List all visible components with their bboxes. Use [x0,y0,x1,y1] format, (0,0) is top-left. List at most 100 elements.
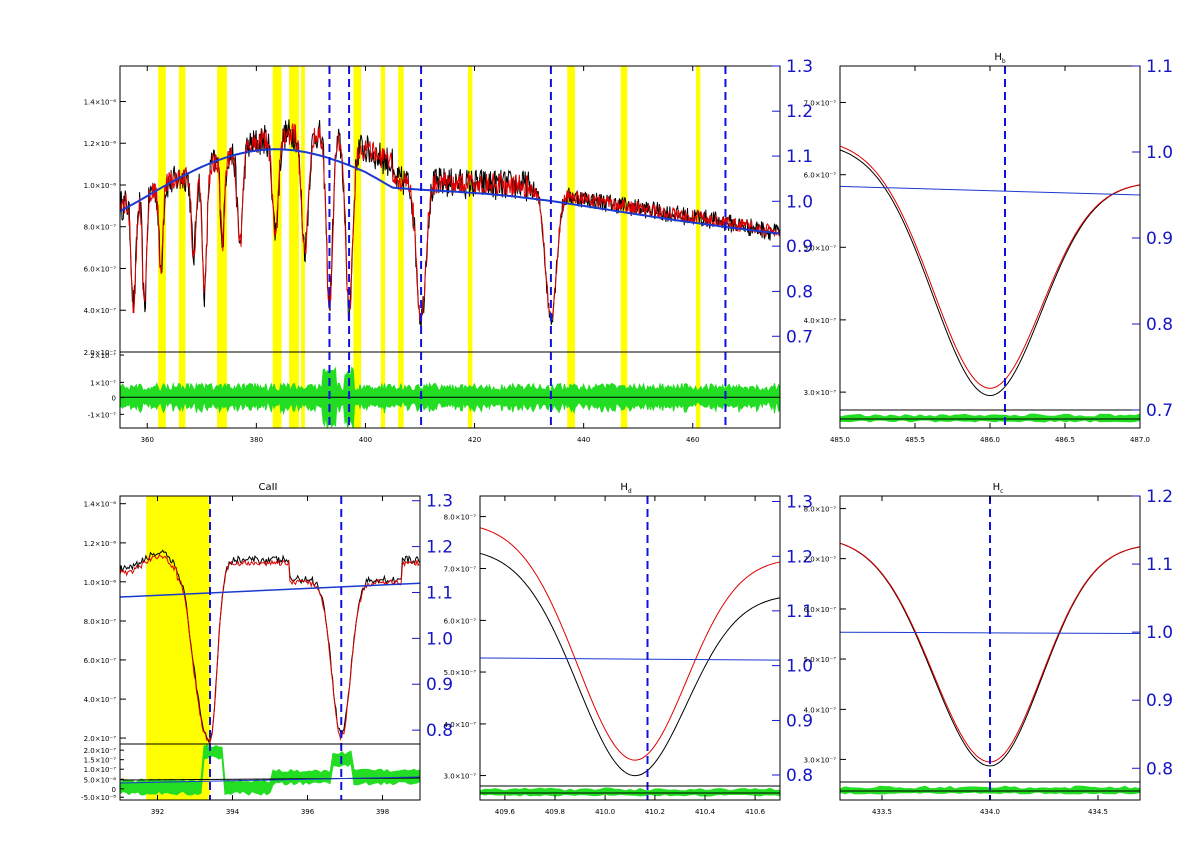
observed-profile [840,149,1140,397]
x-tick-label: 409.6 [495,808,516,816]
y2-tick-label: 1.3 [786,57,813,77]
y2-tick-label: 0.8 [426,721,453,741]
x-tick-label: 433.5 [872,808,892,816]
y-tick-label: 5.0×10⁻⁷ [804,244,837,252]
masked-region [468,66,473,428]
y2-tick-label: 1.0 [1146,623,1173,643]
continuum-fit [120,148,780,235]
x-tick-label: 410.0 [595,808,615,816]
residual-plot-frame [119,743,421,801]
masked-region [696,66,701,428]
y2-tick-label: 1.1 [1146,57,1173,77]
masked-region [353,66,362,428]
y2-tick-label: 1.2 [786,102,813,122]
y2-tick-label: 1.1 [1146,555,1173,575]
y2-tick-label: 0.9 [786,711,813,731]
x-tick-label: 410.2 [645,808,665,816]
x-tick-label: 440 [577,436,590,444]
y2-tick-label: 1.0 [786,192,813,212]
y2-tick-label: 1.1 [426,583,453,603]
y2-tick-label: 1.1 [786,147,813,167]
resid-tick-label: 0 [112,786,116,794]
panel-h-delta: Hd 409.6 409.8 410.0 410.2 410.4 410.6 3.0×10⁻… [444,482,813,816]
masked-region [146,496,210,800]
y2-tick-label: 1.3 [426,492,453,512]
x-tick-label: 487.0 [1130,436,1150,444]
y-tick-label: 8.0×10⁻⁷ [444,514,477,522]
x-tick-label: 434.5 [1088,808,1108,816]
masked-region [380,66,386,428]
model-profile [480,527,780,761]
resid-tick-label: -5.0×10⁻⁸ [81,794,116,802]
panel-h-beta: Hb 485.0 485.5 486.0 486.5 487.0 3.0×10⁻⁷ 4.0×… [804,52,1173,444]
model-spectrum [120,123,780,321]
y-tick-label: 6.0×10⁻⁷ [444,617,477,625]
masked-region [398,66,404,428]
y2-tick-label: 0.7 [1146,401,1173,421]
y2-tick-label: 1.0 [1146,143,1173,163]
x-tick-label: 410.6 [745,808,766,816]
y2-tick-label: 0.8 [786,766,813,786]
y2-tick-label: 0.8 [1146,315,1173,335]
y-tick-label: 2.0×10⁻⁷ [84,349,117,357]
continuum-fit [840,185,1140,196]
resid-tick-label: 5.0×10⁻⁸ [84,776,117,784]
x-tick-label: 485.0 [830,436,850,444]
masked-region [620,66,628,428]
y2-tick-label: 1.2 [786,547,813,567]
x-tick-label: 460 [686,436,699,444]
y-tick-label: 7.0×10⁻⁷ [804,556,837,564]
y-tick-label: 4.0×10⁻⁷ [444,721,477,729]
panel-title-h-gamma: Hc [993,482,1004,495]
panel-ca-ii: CaII 392 394 396 398 2.0×10⁻⁷ 4.0×10⁻⁷ 6.0×10⁻… [81,482,453,816]
resid-tick-label: 1.5×10⁻⁷ [84,757,117,765]
residuals [120,744,420,796]
y-tick-label: 1.4×10⁻⁶ [84,501,117,509]
x-tick-label: 420 [468,436,481,444]
masked-region [178,66,186,428]
y-tick-label: 4.0×10⁻⁷ [84,307,117,315]
y-tick-label: 8.0×10⁻⁷ [804,506,837,514]
residuals [480,787,780,797]
resid-tick-label: 0 [112,395,116,403]
masked-region [301,66,305,428]
y-tick-label: 1.0×10⁻⁶ [84,182,117,190]
y-tick-label: 3.0×10⁻⁷ [444,773,477,781]
y2-tick-label: 1.1 [786,602,813,622]
y2-tick-label: 1.3 [786,493,813,513]
y2-tick-label: 1.0 [786,657,813,677]
residuals [120,366,780,428]
observed-profile [120,549,420,744]
panel-title-h-beta: Hb [994,52,1006,65]
y2-tick-label: 0.7 [786,327,813,347]
y2-tick-label: 1.2 [1146,487,1173,507]
y-tick-label: 6.0×10⁻⁷ [804,172,837,180]
y-tick-label: 5.0×10⁻⁷ [804,656,837,664]
panel-title-ca-ii: CaII [258,482,277,493]
x-tick-label: 396 [301,808,315,816]
masked-region [272,66,282,428]
y2-tick-label: 0.9 [426,675,453,695]
resid-tick-label: 1.0×10⁻⁷ [84,766,117,774]
y-tick-label: 4.0×10⁻⁷ [804,317,837,325]
x-tick-label: 486.0 [980,436,1000,444]
y2-tick-label: 0.8 [1146,759,1173,779]
observed-profile [480,552,780,777]
y-tick-label: 8.0×10⁻⁷ [84,618,117,626]
resid-tick-label: 2.0×10⁻⁷ [84,747,117,755]
y-tick-label: 3.0×10⁻⁷ [804,389,837,397]
y2-tick-label: 0.9 [786,237,813,257]
x-tick-label: 394 [226,808,240,816]
x-tick-label: 392 [151,808,164,816]
y-tick-label: 7.0×10⁻⁷ [444,566,477,574]
y-tick-label: 2.0×10⁻⁷ [84,735,117,743]
residuals [840,413,1140,423]
masked-region [289,66,299,428]
x-tick-label: 410.4 [695,808,716,816]
y2-tick-label: 0.9 [1146,691,1173,711]
y-tick-label: 6.0×10⁻⁷ [804,606,837,614]
resid-tick-label: -1×10⁻⁷ [88,411,116,419]
x-tick-label: 380 [250,436,263,444]
y-tick-label: 1.0×10⁻⁶ [84,579,117,587]
y2-tick-label: 0.8 [786,282,813,302]
